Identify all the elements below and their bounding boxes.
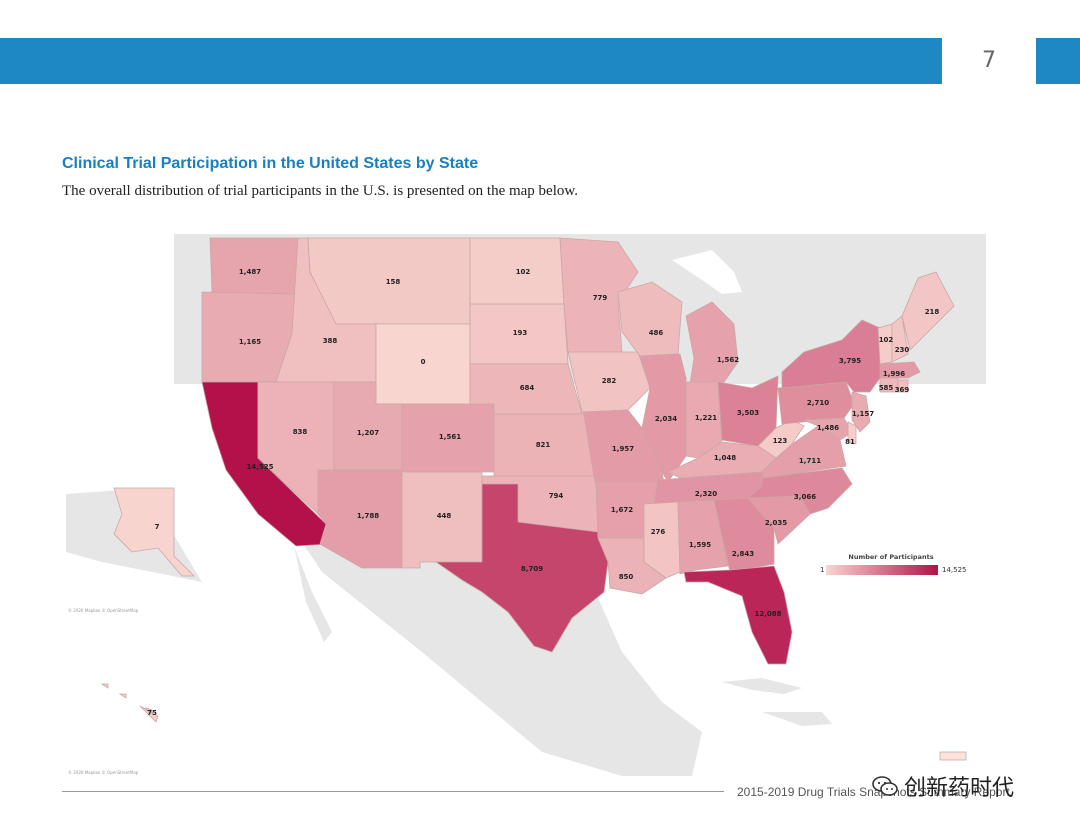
- state-label-mn: 779: [593, 294, 608, 302]
- header-bar: [0, 38, 942, 84]
- wechat-icon: [872, 776, 898, 796]
- state-label-ny: 3,795: [839, 357, 861, 365]
- state-label-al: 1,595: [689, 541, 711, 549]
- state-label-ga: 2,843: [732, 550, 754, 558]
- watermark-text: 创新药时代: [904, 776, 1015, 801]
- state-tx: [434, 483, 609, 653]
- legend-title: Number of Participants: [848, 553, 933, 561]
- state-label-vt: 102: [879, 336, 894, 344]
- state-vt: [877, 323, 893, 365]
- state-label-mi: 1,562: [717, 356, 739, 364]
- state-label-ky: 1,048: [714, 454, 736, 462]
- state-label-sc: 2,035: [765, 519, 787, 527]
- state-label-ok: 794: [549, 492, 564, 500]
- state-label-mt: 158: [386, 278, 401, 286]
- state-ri: [897, 379, 909, 393]
- state-label-nc: 3,066: [794, 493, 816, 501]
- svg-text:© 2020 Mapbox © OpenStreetMap: © 2020 Mapbox © OpenStreetMap: [68, 608, 139, 613]
- state-label-la: 850: [619, 573, 634, 581]
- state-label-sd: 193: [513, 329, 528, 337]
- state-ga: [713, 497, 775, 573]
- state-label-ma: 1,996: [883, 370, 905, 378]
- legend: Number of Participants 1 14,525: [820, 553, 967, 575]
- state-label-tn: 2,320: [695, 490, 717, 498]
- state-hi: [100, 683, 159, 723]
- state-label-md: 1,486: [817, 424, 839, 432]
- watermark: 创新药时代: [872, 770, 1014, 802]
- state-label-ks: 821: [536, 441, 551, 449]
- state-label-nh: 230: [895, 346, 910, 354]
- state-wv: [757, 419, 805, 459]
- state-label-nd: 102: [516, 268, 531, 276]
- state-label-wi: 486: [649, 329, 664, 337]
- state-mn: [559, 237, 639, 353]
- state-ms: [643, 501, 681, 579]
- legend-min: 1: [820, 566, 824, 574]
- state-md: [803, 417, 853, 441]
- state-label-il: 2,034: [655, 415, 677, 423]
- state-nj: [851, 391, 871, 433]
- legend-max: 14,525: [942, 566, 967, 574]
- footer-text: 2015-2019 Drug Trials Snapshots Summary …: [737, 785, 1010, 799]
- state-label-mo: 1,957: [612, 445, 634, 453]
- svg-text:© 2020 Mapbox © OpenStreetMap: © 2020 Mapbox © OpenStreetMap: [68, 770, 139, 775]
- state-label-oh: 3,503: [737, 409, 759, 417]
- state-label-or: 1,165: [239, 338, 261, 346]
- state-ia: [567, 351, 651, 413]
- state-fl: [683, 565, 793, 665]
- state-label-in: 1,221: [695, 414, 717, 422]
- legend-gradient: [826, 565, 938, 575]
- state-label-ca: 14,525: [246, 463, 273, 471]
- page-title: Clinical Trial Participation in the Unit…: [62, 155, 479, 172]
- state-me: [901, 271, 955, 351]
- state-label-ms: 276: [651, 528, 666, 536]
- state-nm: [401, 471, 483, 569]
- state-label-va: 1,711: [799, 457, 821, 465]
- state-label-nv: 838: [293, 428, 308, 436]
- state-label-ia: 282: [602, 377, 617, 385]
- page-number: 7: [982, 48, 996, 73]
- state-label-ri: 369: [895, 386, 910, 394]
- state-de: [847, 421, 857, 445]
- state-label-ne: 684: [520, 384, 535, 392]
- state-label-wa: 1,487: [239, 268, 261, 276]
- states-layer: [100, 237, 967, 761]
- state-label-nj: 1,157: [852, 410, 874, 418]
- state-label-hi: 75: [147, 709, 157, 717]
- us-map: © 2020 Mapbox © OpenStreetMap © 2020 Map…: [62, 232, 986, 776]
- state-label-co: 1,561: [439, 433, 461, 441]
- state-label-az: 1,788: [357, 512, 379, 520]
- state-label-ut: 1,207: [357, 429, 379, 437]
- state-labels: 1,487 1,165 14,525 838 388 158 0 1,207 1,788 1,56…: [147, 268, 939, 717]
- state-label-fl: 12,088: [754, 610, 781, 618]
- state-label-ar: 1,672: [611, 506, 633, 514]
- state-label-pa: 2,710: [807, 399, 829, 407]
- state-label-me: 218: [925, 308, 940, 316]
- state-label-wv: 123: [773, 437, 788, 445]
- state-label-de: 81: [845, 438, 855, 446]
- state-pr: [939, 751, 967, 761]
- state-ak: [113, 487, 195, 577]
- state-label-id: 388: [323, 337, 338, 345]
- state-mi: [685, 301, 739, 385]
- state-nc: [746, 467, 853, 515]
- state-label-tx: 8,709: [521, 565, 543, 573]
- state-nh: [891, 315, 909, 363]
- state-ma: [879, 361, 921, 379]
- state-label-wy: 0: [421, 358, 426, 366]
- footer-rule: [62, 791, 724, 792]
- state-label-ak: 7: [155, 523, 160, 531]
- state-label-nm: 448: [437, 512, 452, 520]
- state-al: [677, 499, 729, 575]
- state-label-ct: 585: [879, 384, 894, 392]
- header-bar-right: [1036, 38, 1080, 84]
- page-subtitle: The overall distribution of trial partic…: [62, 183, 578, 199]
